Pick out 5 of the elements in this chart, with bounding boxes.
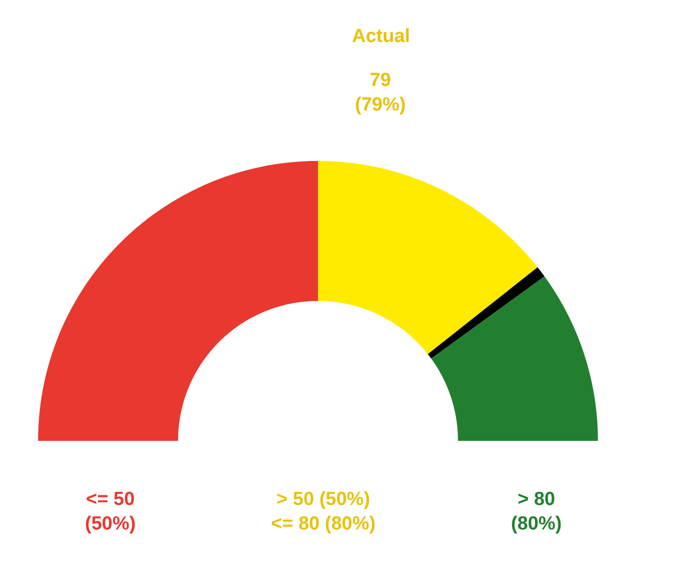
text: <= 50 (50%) (85, 489, 136, 535)
text: > 80 (80%) (511, 489, 562, 535)
chart-title: Actual (352, 26, 410, 47)
text: 79 (79%) (355, 70, 406, 116)
text: > 50 (50%) <= 80 (80%) (271, 489, 376, 535)
